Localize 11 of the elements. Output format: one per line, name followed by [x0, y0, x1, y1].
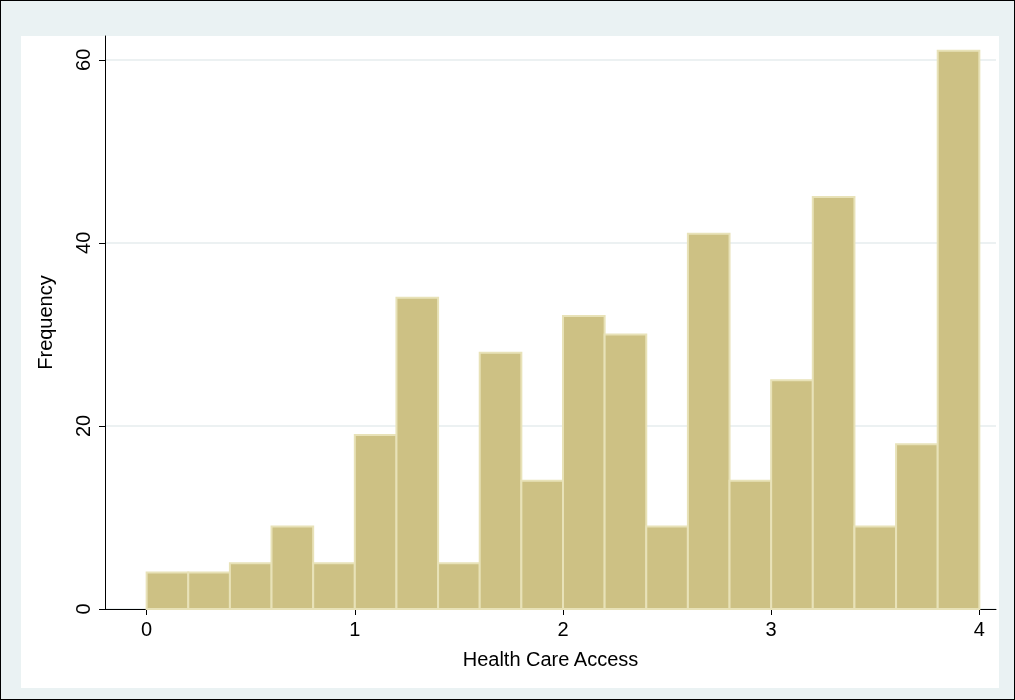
x-tick-label: 2: [557, 618, 569, 640]
y-tick-label: 60: [72, 48, 94, 71]
x-tick-label: 0: [141, 618, 153, 640]
y-axis-title: Frequency: [34, 275, 56, 370]
x-tick-label: 3: [765, 618, 777, 640]
x-tick-label: 1: [349, 618, 361, 640]
y-tick-label: 0: [72, 603, 94, 615]
y-tick-label: 20: [72, 414, 94, 438]
y-tick-label: 40: [72, 231, 94, 254]
x-tick-label: 4: [973, 618, 985, 640]
x-axis-title: Health Care Access: [462, 648, 639, 670]
